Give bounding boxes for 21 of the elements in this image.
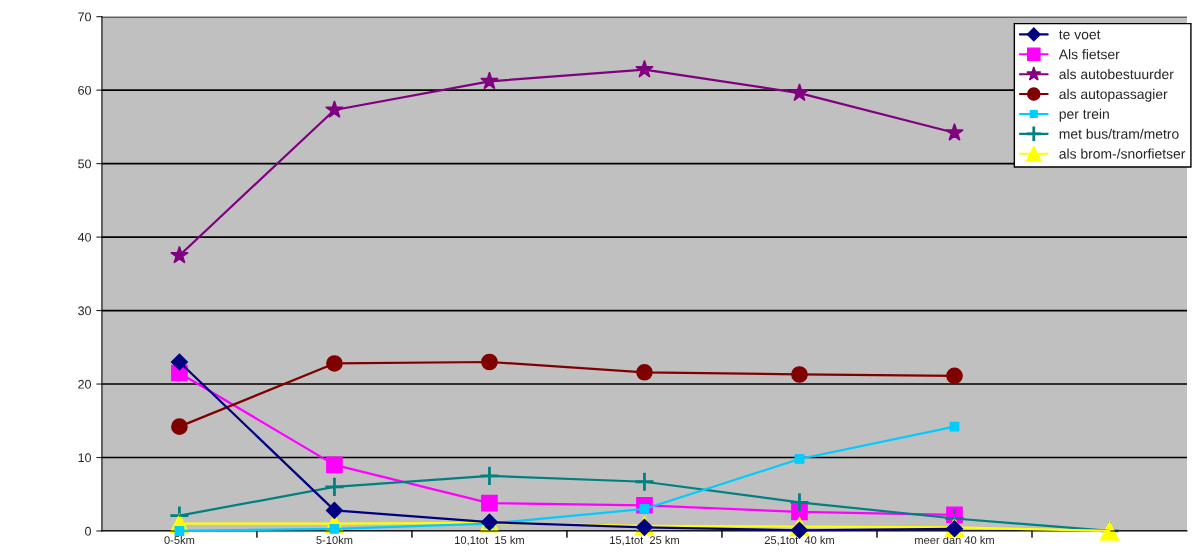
x-tick-label: 10,1tot 15 km	[455, 535, 524, 546]
y-tick-label: 40	[77, 232, 92, 242]
y-tick-label: 10	[78, 453, 92, 463]
x-tick-label: 5-10km	[316, 535, 353, 544]
x-tick-label: 15,1tot 25 km	[610, 535, 679, 546]
y-tick-label: 0	[85, 526, 92, 536]
x-tick-label: 25,1tot 40 km	[764, 535, 834, 546]
legend-label: per trein	[1059, 108, 1109, 122]
x-tick-label: 0-5km	[164, 535, 195, 544]
legend-label: als autobestuurder	[1059, 68, 1174, 80]
legend-label: te voet	[1059, 30, 1101, 40]
y-tick-label: 20	[78, 379, 92, 389]
y-tick-label: 30	[78, 306, 92, 316]
legend-label: als brom-/snorfietser	[1059, 148, 1186, 159]
legend-label: Als fietser	[1058, 49, 1120, 60]
y-tick-label: 60	[78, 85, 92, 95]
legend-label: als autopassagier	[1059, 88, 1168, 102]
y-tick-label: 70	[78, 12, 92, 22]
legend-label: met bus/tram/metro	[1059, 128, 1179, 139]
y-tick-label: 50	[78, 159, 92, 169]
x-tick-label: meer dan 40 km	[915, 535, 994, 544]
